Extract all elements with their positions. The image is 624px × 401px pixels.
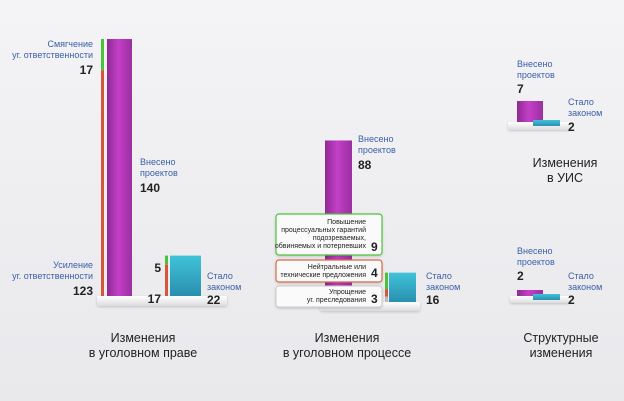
law-softening-value: 5: [154, 261, 161, 275]
law-value: 2: [568, 120, 575, 134]
strengthening-label-line-2: уг. ответственности: [12, 271, 93, 281]
simplification-callout: [275, 285, 383, 308]
panel-title-line-1: Структурные: [523, 331, 598, 345]
neutral-value: 4: [371, 266, 378, 280]
law-label-line-2: законом: [207, 282, 241, 292]
panel-title-line-2: в УИС: [547, 171, 583, 185]
panel-title-line-2: в уголовном праве: [89, 346, 197, 360]
law-label-line-1: Стало: [568, 97, 594, 107]
introduced-bar: [517, 101, 543, 122]
introduced-label-line-1: Внесено: [140, 157, 175, 167]
guarantees-label-line-4: обвиняемых и потерпевших: [275, 242, 367, 250]
strengthening-value: 123: [73, 284, 93, 298]
neutral-label-line-1: Нейтральные или: [308, 263, 366, 271]
law-label-line-2: законом: [568, 282, 602, 292]
panel-criminal-procedure: Внесено проектов 88 Повышение процессуал…: [275, 134, 460, 360]
law-strengthening-strip: [165, 264, 168, 296]
law-label-line-1: Стало: [568, 271, 594, 281]
law-simplification-strip: [385, 296, 388, 302]
introduced-label-line-2: проектов: [140, 168, 178, 178]
law-value: 22: [207, 293, 221, 307]
neutral-callout: [275, 259, 383, 283]
softening-strip: [101, 39, 104, 71]
panel-title-line-1: Изменения: [111, 331, 176, 345]
law-guarantees-strip: [385, 272, 388, 290]
introduced-value: 2: [517, 269, 524, 283]
panel-structural: Внесено проектов 2 Стало законом 2 Струк…: [510, 246, 602, 360]
panel-title-line-2: изменения: [530, 346, 593, 360]
guarantees-label-line-2: процессуальных гарантий: [281, 226, 366, 234]
law-label-line-2: законом: [568, 108, 602, 118]
introduced-label-line-1: Внесено: [517, 59, 552, 69]
introduced-bar: [517, 290, 543, 296]
introduced-label-line-2: проектов: [517, 70, 555, 80]
panel-title-line-1: Изменения: [315, 331, 380, 345]
law-label-line-1: Стало: [207, 271, 233, 281]
introduced-label-line-1: Внесено: [358, 134, 393, 144]
law-bar: [533, 294, 560, 300]
panel-criminal-law: Смягчение уг. ответственности 17 Усилени…: [12, 39, 241, 360]
law-label-line-2: законом: [426, 282, 460, 292]
panel-title-line-2: в уголовном процессе: [283, 346, 411, 360]
law-label-line-1: Стало: [426, 271, 452, 281]
law-softening-strip: [165, 255, 168, 265]
softening-label-line-1: Смягчение: [47, 39, 93, 49]
guarantees-value: 9: [371, 240, 378, 254]
simplification-value: 3: [371, 292, 378, 306]
guarantees-label-line-3: подозреваемых,: [313, 235, 366, 242]
law-neutral-strip: [385, 289, 388, 297]
strengthening-strip: [101, 70, 104, 296]
law-bar: [170, 255, 201, 296]
neutral-label-line-2: технические предложения: [280, 272, 366, 279]
softening-value: 17: [80, 63, 94, 77]
law-value: 16: [426, 293, 440, 307]
introduced-label-line-2: проектов: [358, 145, 396, 155]
base-plate: [97, 296, 227, 306]
guarantees-label-line-1: Повышение: [327, 219, 366, 226]
law-value: 2: [568, 293, 575, 307]
law-bar: [389, 272, 416, 302]
introduced-value: 88: [358, 158, 372, 172]
introduced-value: 140: [140, 181, 160, 195]
softening-label-line-2: уг. ответственности: [12, 50, 93, 60]
panel-title-line-1: Изменения: [533, 156, 598, 170]
introduced-value: 7: [517, 82, 524, 96]
law-strengthening-value: 17: [148, 292, 162, 306]
guarantees-callout: [275, 213, 383, 256]
introduced-label-line-1: Внесено: [517, 246, 552, 256]
introduced-bar: [107, 39, 132, 296]
simplification-label-line-2: уг. преследования: [307, 297, 366, 304]
law-bar: [533, 120, 560, 126]
strengthening-label-line-1: Усиление: [53, 260, 93, 270]
introduced-label-line-2: проектов: [517, 257, 555, 267]
simplification-label-line-1: Упрощение: [329, 289, 366, 296]
panel-uis: Внесено проектов 7 Стало законом 2 Измен…: [508, 59, 602, 185]
